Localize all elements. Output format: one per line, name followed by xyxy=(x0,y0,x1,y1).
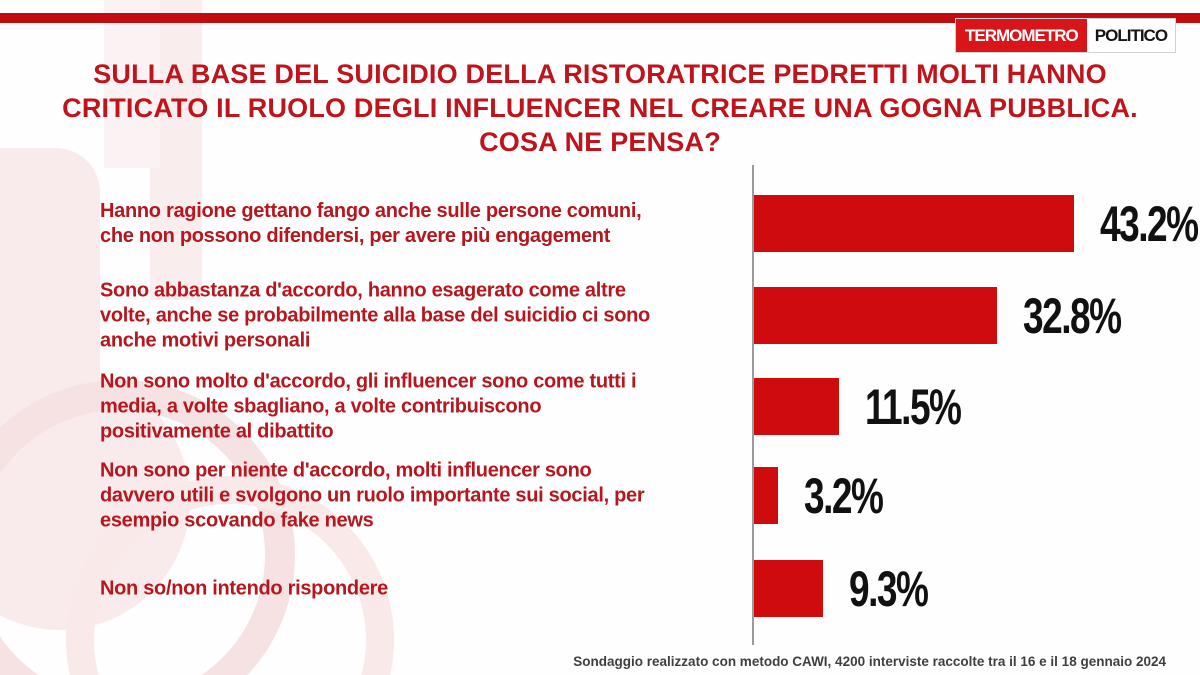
title-line-2: CRITICATO IL RUOLO DEGLI INFLUENCER NEL … xyxy=(62,93,1138,123)
value-label: 32.8% xyxy=(1022,287,1122,344)
title-line-3: COSA NE PENSA? xyxy=(479,127,721,157)
bar xyxy=(754,560,823,617)
bar xyxy=(754,195,1074,252)
bar xyxy=(754,287,997,344)
bar xyxy=(754,467,778,524)
poll-question-title: SULLA BASE DEL SUICIDIO DELLA RISTORATRI… xyxy=(0,57,1200,159)
value-label: 3.2% xyxy=(803,467,884,524)
bar xyxy=(754,378,840,435)
value-label: 11.5% xyxy=(865,378,962,435)
methodology-note: Sondaggio realizzato con metodo CAWI, 42… xyxy=(573,654,1166,669)
answer-option-label: Non so/non intendo rispondere xyxy=(100,577,388,599)
brand-termometro-label: TERMOMETRO xyxy=(956,19,1087,52)
value-label: 43.2% xyxy=(1099,195,1199,252)
title-line-1: SULLA BASE DEL SUICIDIO DELLA RISTORATRI… xyxy=(93,59,1107,89)
top-red-band xyxy=(0,13,1200,23)
answer-option-label: Hanno ragione gettano fango anche sulle … xyxy=(100,199,642,247)
y-axis-line xyxy=(752,165,754,645)
answer-option-label: Non sono molto d'accordo, gli influencer… xyxy=(100,370,637,442)
brand-politico-label: POLITICO xyxy=(1086,19,1176,52)
answer-option-label: Sono abbastanza d'accordo, hanno esagera… xyxy=(100,279,650,351)
answer-option-label: Non sono per niente d'accordo, molti inf… xyxy=(100,459,645,531)
value-label: 9.3% xyxy=(848,560,929,617)
brand-logo: TERMOMETRO POLITICO xyxy=(956,19,1176,52)
